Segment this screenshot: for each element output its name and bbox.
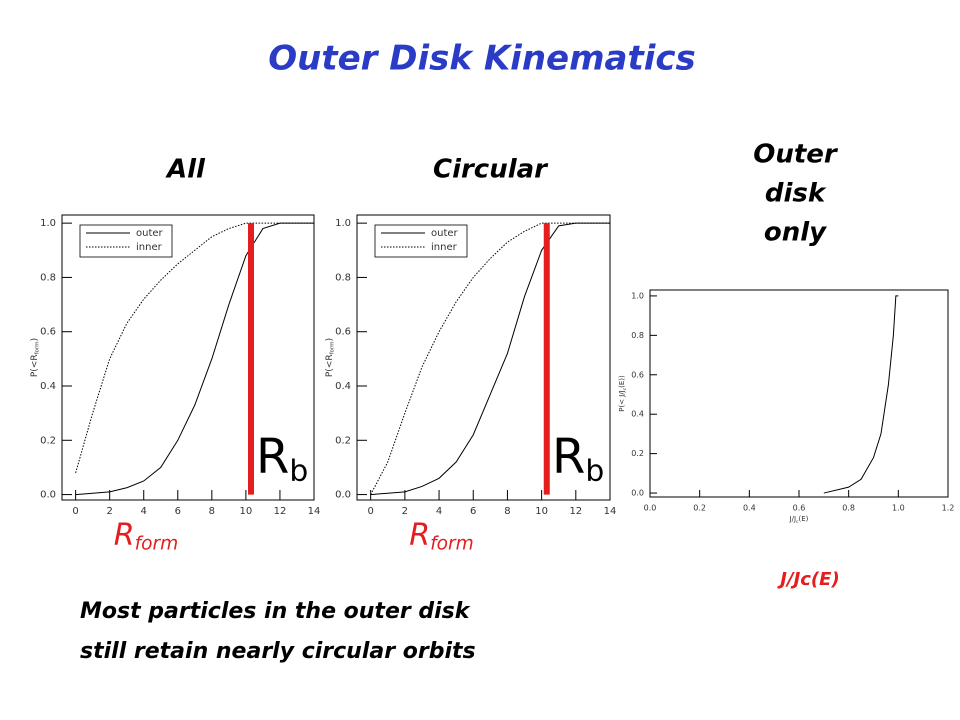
chart-title: Circular bbox=[433, 155, 549, 185]
y-axis-label-base: P(<R bbox=[30, 354, 40, 377]
x-tick-label: 4 bbox=[141, 506, 147, 517]
legend-label: outer bbox=[431, 228, 459, 239]
data-line bbox=[75, 222, 314, 496]
y-axis-label-sub: form bbox=[34, 341, 40, 354]
x-tick-label: 12 bbox=[569, 506, 582, 517]
legend-label: inner bbox=[431, 242, 458, 253]
chart-title: only bbox=[764, 218, 827, 248]
legend-label: outer bbox=[136, 228, 164, 239]
x-axis-label-base: R bbox=[114, 518, 135, 553]
x-tick-label: 0.4 bbox=[743, 504, 756, 513]
x-tick-label: 0.8 bbox=[842, 504, 855, 513]
legend-box bbox=[79, 224, 173, 258]
caption: Most particles in the outer disk bbox=[80, 599, 471, 624]
x-axis-label: J/Jc(E) bbox=[789, 515, 809, 524]
y-tick-label: 0.2 bbox=[631, 449, 644, 458]
data-line bbox=[370, 222, 610, 495]
x-axis-label-end: (E) bbox=[799, 515, 809, 523]
x-tick-label: 0 bbox=[72, 506, 78, 517]
data-line bbox=[370, 222, 610, 496]
x-tick-label: 6 bbox=[175, 506, 181, 517]
x-tick-label: 1.2 bbox=[942, 504, 955, 513]
x-axis-label-sub: form bbox=[430, 533, 474, 554]
y-tick-label: 0.6 bbox=[40, 327, 56, 338]
x-tick-label: 0.6 bbox=[793, 504, 806, 513]
annotation: Rb bbox=[256, 429, 308, 489]
x-tick-label: 14 bbox=[308, 506, 321, 517]
y-tick-label: 0.2 bbox=[335, 435, 351, 446]
x-tick-label: 10 bbox=[535, 506, 548, 517]
x-axis-label-sub: c bbox=[796, 519, 799, 524]
x-tick-label: 8 bbox=[504, 506, 510, 517]
chart-title: All bbox=[165, 155, 206, 185]
chart-title: disk bbox=[765, 179, 827, 209]
y-axis-label-base: P(< J/J bbox=[618, 390, 626, 412]
y-tick-label: 0.0 bbox=[335, 490, 351, 501]
y-tick-label: 1.0 bbox=[631, 291, 644, 300]
y-axis-label-end: ) bbox=[30, 338, 40, 342]
x-tick-label: 0.0 bbox=[644, 504, 657, 513]
y-axis-label: P(<Rform) bbox=[325, 338, 335, 377]
x-tick-label: 10 bbox=[240, 506, 253, 517]
y-axis-label: P(<Rform) bbox=[30, 338, 40, 377]
x-tick-label: 4 bbox=[436, 506, 442, 517]
y-tick-label: 0.2 bbox=[40, 435, 56, 446]
x-axis-label-sub: form bbox=[135, 533, 179, 554]
plot-frame bbox=[649, 289, 949, 498]
y-tick-label: 0.6 bbox=[335, 327, 351, 338]
y-tick-label: 1.0 bbox=[335, 218, 351, 229]
data-line bbox=[823, 295, 899, 494]
y-tick-label: 0.6 bbox=[631, 370, 644, 379]
x-tick-label: 8 bbox=[209, 506, 215, 517]
y-axis-label-sub: form bbox=[329, 341, 335, 354]
caption: still retain nearly circular orbits bbox=[80, 639, 476, 664]
x-tick-label: 14 bbox=[604, 506, 617, 517]
x-tick-label: 12 bbox=[274, 506, 287, 517]
annotation-sub: b bbox=[289, 454, 308, 489]
y-axis-label-base: P(<R bbox=[325, 354, 335, 377]
y-tick-label: 0.0 bbox=[631, 489, 644, 498]
y-axis-label-end: ) bbox=[325, 338, 335, 342]
x-tick-label: 2 bbox=[106, 506, 112, 517]
x-tick-label: 0.2 bbox=[693, 504, 706, 513]
outer-x-label: J/Jc(E) bbox=[777, 569, 839, 590]
chart-title: Outer bbox=[753, 140, 839, 170]
y-tick-label: 0.8 bbox=[335, 272, 351, 283]
annotation-base: R bbox=[552, 429, 585, 485]
y-tick-label: 0.4 bbox=[335, 381, 351, 392]
y-axis-label: P(< J/Jc(E)) bbox=[618, 375, 627, 412]
x-tick-label: 6 bbox=[470, 506, 476, 517]
y-tick-label: 0.8 bbox=[631, 331, 644, 340]
annotation-sub: b bbox=[585, 454, 604, 489]
x-tick-label: 1.0 bbox=[892, 504, 905, 513]
annotation-base: R bbox=[256, 429, 289, 485]
y-tick-label: 0.8 bbox=[40, 272, 56, 283]
plot-frame bbox=[356, 214, 611, 501]
y-tick-label: 0.4 bbox=[40, 381, 56, 392]
y-axis-label-sub: c bbox=[622, 387, 627, 390]
x-axis-label-base: J/J bbox=[789, 515, 797, 523]
x-axis-label: Rform bbox=[409, 518, 474, 555]
y-tick-label: 0.4 bbox=[631, 410, 644, 419]
slide-title: Outer Disk Kinematics bbox=[268, 39, 696, 79]
legend-box bbox=[374, 224, 468, 258]
x-tick-label: 0 bbox=[367, 506, 373, 517]
plot-frame bbox=[61, 214, 315, 501]
x-tick-label: 2 bbox=[402, 506, 408, 517]
y-tick-label: 1.0 bbox=[40, 218, 56, 229]
y-axis-label-end: (E)) bbox=[618, 375, 626, 388]
x-axis-label-base: R bbox=[409, 518, 430, 553]
legend-label: inner bbox=[136, 242, 163, 253]
y-tick-label: 0.0 bbox=[40, 490, 56, 501]
annotation: Rb bbox=[552, 429, 604, 489]
x-axis-label: Rform bbox=[114, 518, 179, 555]
